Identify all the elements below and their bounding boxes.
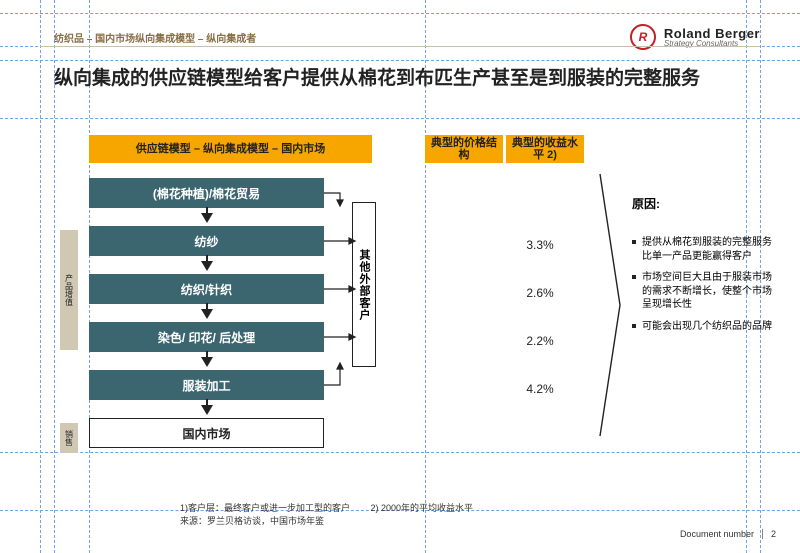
pager-label: Document number: [680, 529, 754, 539]
reason-item: 可能会出现几个纺织品的品牌: [632, 320, 777, 334]
pct-garment: 4.2%: [510, 382, 570, 396]
external-customers-box: 其他外部客户: [352, 202, 376, 367]
column-header-chain: 供应链模型 – 纵向集成模型 – 国内市场: [89, 135, 372, 163]
pager: Document number 2: [680, 529, 776, 539]
brand-name: Roland Berger: [664, 27, 760, 40]
breadcrumb: 纺织品 – 国内市场纵向集成模型 – 纵向集成者: [54, 30, 256, 45]
side-label-sales: 销售: [60, 423, 78, 453]
reason-item: 提供从棉花到服装的完整服务比单一产品更能赢得客户: [632, 236, 777, 263]
chain-step-label: 服装加工: [182, 377, 230, 394]
reasons-list: 提供从棉花到服装的完整服务比单一产品更能赢得客户 市场空间巨大且由于服装市场的需…: [632, 236, 777, 333]
footnote-1: 1)客户层：最终客户或进一步加工型的客户: [180, 503, 350, 513]
arrow-down-icon: [201, 405, 213, 415]
pager-number: 2: [771, 529, 776, 539]
brace-icon: [594, 170, 630, 440]
reason-item: 市场空间巨大且由于服装市场的需求不断增长，使整个市场呈现增长性: [632, 271, 777, 312]
chain-step-market: 国内市场: [89, 418, 324, 448]
reasons-title: 原因:: [632, 195, 777, 212]
chain-step-label: 纺纱: [194, 233, 218, 250]
chain-step-garment: 服装加工: [89, 370, 324, 400]
guide-horizontal: [0, 118, 800, 119]
chain-step-label: (棉花种植)/棉花贸易: [153, 185, 260, 202]
footnote-source: 来源：罗兰贝格访谈，中国市场年鉴: [180, 514, 473, 527]
arrow-down-icon: [201, 309, 213, 319]
reasons-column: 原因: 提供从棉花到服装的完整服务比单一产品更能赢得客户 市场空间巨大且由于服装…: [632, 195, 777, 341]
arrow-down-icon: [201, 213, 213, 223]
chain-step-dye: 染色/ 印花/ 后处理: [89, 322, 324, 352]
footnotes: 1)客户层：最终客户或进一步加工型的客户 2) 2000年的平均收益水平 来源：…: [180, 501, 473, 527]
supply-chain: (棉花种植)/棉花贸易 纺纱 纺织/针织 染色/ 印花/ 后处理 服装加工 国内…: [89, 178, 324, 466]
guide-horizontal: [0, 60, 800, 61]
chain-step-label: 纺织/针织: [181, 281, 232, 298]
chain-step-label: 国内市场: [182, 425, 230, 442]
guide-horizontal: [0, 13, 800, 14]
column-header-price: 典型的价格结构: [425, 135, 503, 163]
pct-weave: 2.6%: [510, 286, 570, 300]
pager-divider: [762, 529, 763, 539]
chain-step-spin: 纺纱: [89, 226, 324, 256]
column-header-revenue: 典型的收益水平 2): [506, 135, 584, 163]
header-rule: [40, 46, 760, 47]
chain-step-cotton: (棉花种植)/棉花贸易: [89, 178, 324, 208]
slide-title: 纵向集成的供应链模型给客户提供从棉花到布匹生产甚至是到服装的完整服务: [54, 66, 746, 92]
chain-step-weave: 纺织/针织: [89, 274, 324, 304]
pct-dye: 2.2%: [510, 334, 570, 348]
pct-spin: 3.3%: [510, 238, 570, 252]
guide-vertical: [40, 0, 41, 553]
footnote-2: 2) 2000年的平均收益水平: [371, 503, 474, 513]
chain-step-label: 染色/ 印花/ 后处理: [158, 329, 255, 346]
arrow-down-icon: [201, 261, 213, 271]
arrow-down-icon: [201, 357, 213, 367]
side-label-production: 产品增值: [60, 230, 78, 350]
